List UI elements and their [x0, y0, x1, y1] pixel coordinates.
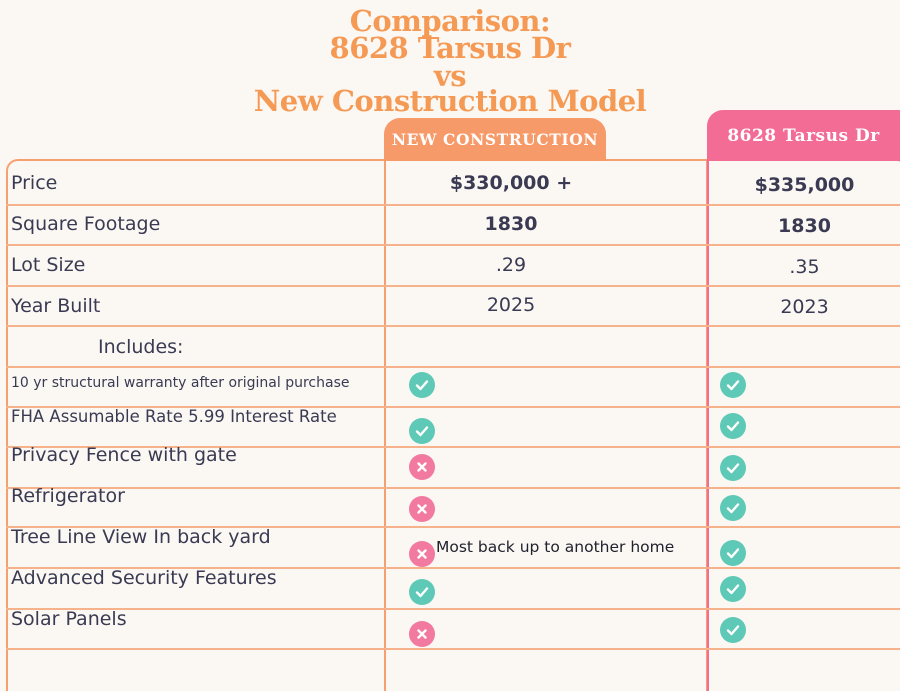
title-line-3: vs — [433, 59, 467, 93]
check-circle-icon — [720, 540, 746, 566]
row-divider — [6, 526, 900, 528]
feature-label-security: Advanced Security Features — [11, 567, 277, 589]
row-divider — [6, 244, 900, 246]
row-divider — [6, 487, 900, 489]
year-new-construction: 2025 — [486, 294, 536, 316]
feature-label-warranty: 10 yr structural warranty after original… — [11, 375, 350, 391]
feature-label-solar: Solar Panels — [11, 608, 127, 630]
x-circle-icon — [409, 496, 435, 522]
row-label-price: Price — [11, 172, 58, 194]
row-divider — [6, 366, 900, 368]
price-new-construction: $330,000 + — [449, 172, 573, 194]
check-circle-icon — [720, 455, 746, 481]
year-tarsus: 2023 — [780, 296, 829, 318]
check-circle-icon — [409, 579, 435, 605]
tree-line-note: Most back up to another home — [436, 538, 675, 556]
check-circle-icon — [720, 617, 746, 643]
row-divider — [6, 648, 900, 650]
row-divider — [6, 567, 900, 569]
title-line-4: New Construction Model — [253, 84, 647, 118]
title-line-1: Comparison: — [349, 4, 551, 38]
x-circle-icon — [409, 454, 435, 480]
column-header-new-construction: NEW CONSTRUCTION — [384, 118, 606, 161]
x-circle-icon — [409, 541, 435, 567]
row-divider — [6, 608, 900, 610]
row-divider — [6, 406, 900, 408]
row-divider — [6, 204, 900, 206]
check-circle-icon — [720, 413, 746, 439]
check-circle-icon — [409, 372, 435, 398]
table-frame-labels — [6, 159, 384, 691]
row-label-includes: Includes: — [98, 336, 184, 358]
row-label-lot-size: Lot Size — [11, 254, 86, 276]
check-circle-icon — [720, 576, 746, 602]
row-divider — [6, 446, 900, 448]
check-circle-icon — [409, 418, 435, 444]
price-tarsus: $335,000 — [754, 174, 855, 196]
check-circle-icon — [720, 372, 746, 398]
feature-label-fha: FHA Assumable Rate 5.99 Interest Rate — [11, 407, 337, 426]
title-line-2: 8628 Tarsus Dr — [329, 31, 571, 65]
row-divider — [6, 285, 900, 287]
x-circle-icon — [409, 621, 435, 647]
lot-tarsus: .35 — [789, 256, 820, 278]
sqft-new-construction: 1830 — [484, 213, 538, 235]
row-label-year-built: Year Built — [11, 295, 101, 317]
feature-label-privacy-fence: Privacy Fence with gate — [11, 444, 237, 466]
row-label-square-footage: Square Footage — [11, 213, 161, 235]
feature-label-tree-line: Tree Line View In back yard — [11, 526, 271, 548]
feature-label-refrigerator: Refrigerator — [11, 485, 125, 507]
column-header-tarsus: 8628 Tarsus Dr — [707, 110, 900, 161]
row-divider — [6, 325, 900, 327]
lot-new-construction: .29 — [495, 254, 527, 276]
sqft-tarsus: 1830 — [778, 215, 831, 237]
check-circle-icon — [720, 495, 746, 521]
